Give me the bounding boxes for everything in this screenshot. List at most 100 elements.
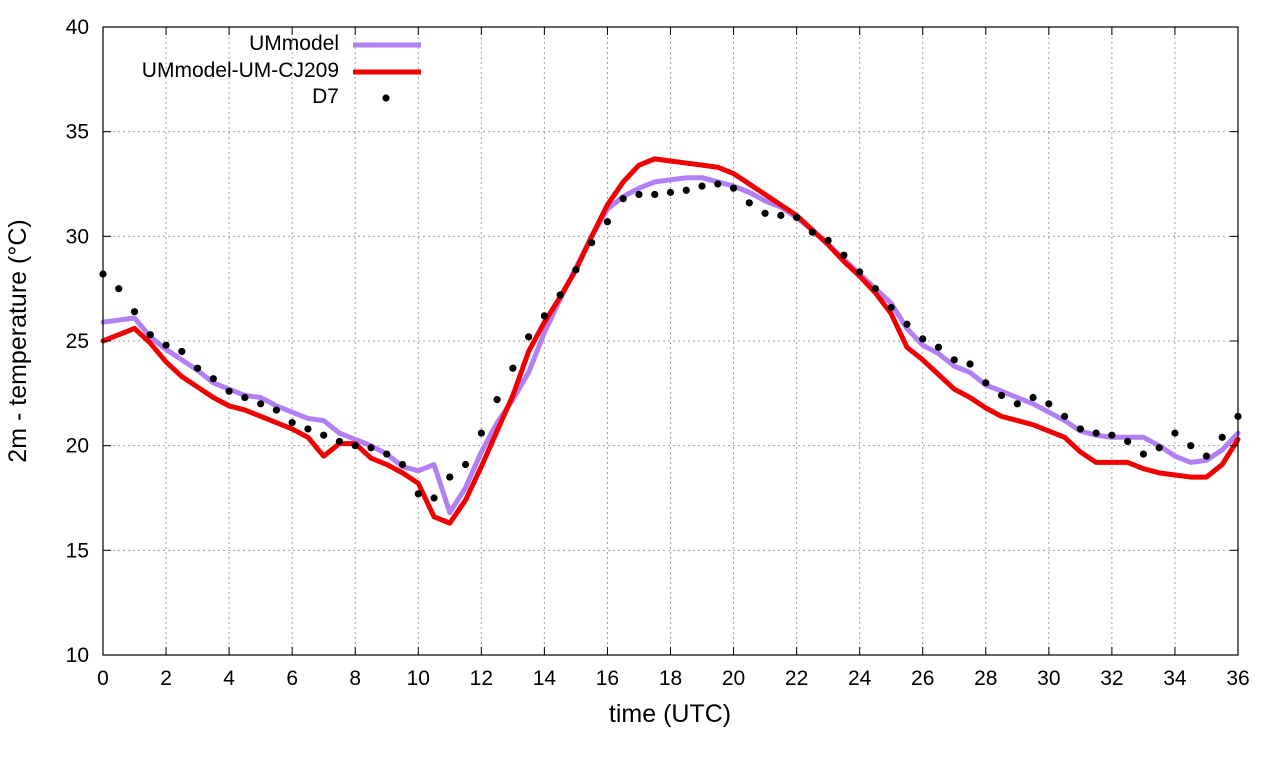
x-tick-label: 14 — [533, 667, 557, 690]
data-point-d7 — [477, 429, 485, 437]
data-point-d7 — [1029, 393, 1037, 402]
x-tick-label: 12 — [470, 667, 493, 690]
data-point-d7 — [1108, 431, 1116, 439]
data-point-d7 — [162, 341, 170, 349]
data-point-d7 — [777, 211, 785, 219]
data-point-d7 — [919, 335, 927, 343]
series-line-ummodel-um-cj209 — [100, 156, 1241, 526]
data-point-d7 — [115, 285, 123, 293]
x-axis-title: time (UTC) — [609, 700, 731, 728]
data-point-d7 — [934, 343, 943, 351]
data-point-d7 — [714, 180, 722, 188]
y-tick-label: 20 — [66, 435, 89, 458]
y-tick-label: 35 — [66, 121, 89, 144]
data-point-d7 — [509, 364, 517, 372]
y-tick-label: 25 — [66, 330, 89, 353]
data-point-d7 — [383, 450, 391, 458]
data-point-d7 — [1013, 400, 1021, 408]
data-point-d7 — [887, 303, 895, 312]
data-point-d7 — [808, 228, 816, 236]
data-point-d7 — [1060, 412, 1069, 420]
data-point-d7 — [997, 391, 1006, 400]
data-point-d7 — [903, 320, 911, 328]
x-tick-label: 4 — [223, 667, 235, 690]
legend-label-ummodel: UMmodel — [249, 32, 339, 55]
data-point-d7 — [540, 312, 548, 320]
legend-label-d7: D7 — [312, 85, 339, 108]
data-point-d7 — [146, 331, 154, 339]
data-point-d7 — [1171, 429, 1179, 437]
x-tick-label: 6 — [286, 667, 298, 690]
data-point-d7 — [729, 184, 738, 192]
data-point-d7 — [745, 199, 753, 207]
data-point-d7 — [241, 393, 249, 402]
legend: UMmodel UMmodel-UM-CJ209 D7 — [142, 32, 421, 108]
x-tick-label: 8 — [349, 667, 361, 690]
data-point-d7 — [1187, 442, 1195, 450]
data-point-d7 — [982, 379, 990, 387]
data-point-d7 — [698, 182, 706, 190]
legend-label-ummodel-um-cj209: UMmodel-UM-CJ209 — [142, 59, 339, 82]
data-point-d7 — [761, 209, 769, 217]
data-point-d7 — [1092, 429, 1100, 437]
data-point-d7 — [193, 364, 202, 372]
y-tick-label: 30 — [66, 225, 89, 248]
data-point-d7 — [461, 460, 470, 469]
data-point-d7 — [966, 360, 974, 368]
axis-ticks: 0 2 4 6 8 10 12 14 16 18 20 22 24 26 28 30 32 34 361015202… — [66, 16, 1250, 690]
x-tick-label: 20 — [722, 667, 745, 690]
data-point-d7 — [840, 251, 848, 259]
data-point-d7 — [635, 190, 643, 199]
data-point-d7 — [588, 239, 596, 247]
data-point-d7 — [257, 400, 265, 408]
data-point-d7 — [367, 444, 375, 452]
x-tick-label: 26 — [911, 667, 934, 690]
data-point-d7 — [209, 375, 217, 383]
y-tick-label: 40 — [66, 16, 89, 39]
data-point-d7 — [525, 333, 533, 341]
data-point-d7 — [493, 396, 501, 404]
data-point-d7 — [304, 425, 312, 433]
data-point-d7 — [556, 291, 564, 299]
data-point-d7 — [430, 494, 438, 502]
data-point-d7 — [682, 186, 690, 194]
data-point-d7 — [1218, 433, 1226, 441]
x-tick-label: 28 — [974, 667, 997, 690]
data-point-d7 — [335, 437, 344, 446]
series-line-ummodel — [100, 175, 1241, 516]
y-tick-label: 15 — [66, 539, 89, 562]
data-point-d7 — [446, 473, 454, 481]
data-point-d7 — [619, 195, 627, 203]
x-tick-label: 34 — [1163, 667, 1187, 690]
x-tick-label: 22 — [785, 667, 808, 690]
data-point-d7 — [351, 442, 359, 450]
data-point-d7 — [572, 266, 580, 274]
legend-swatch-d7 — [382, 94, 390, 102]
data-point-d7 — [824, 236, 832, 245]
x-tick-label: 0 — [97, 667, 109, 690]
data-point-d7 — [272, 406, 281, 414]
data-point-d7 — [603, 218, 612, 226]
x-tick-label: 24 — [848, 667, 872, 690]
data-point-d7 — [288, 419, 296, 427]
data-point-d7 — [856, 268, 864, 276]
x-tick-label: 36 — [1226, 667, 1249, 690]
y-axis-title: 2m - temperature (°C) — [4, 219, 32, 462]
x-tick-label: 2 — [160, 667, 172, 690]
y-tick-label: 10 — [66, 644, 89, 667]
x-tick-label: 16 — [596, 667, 619, 690]
data-point-d7 — [178, 347, 186, 356]
data-point-d7 — [871, 285, 880, 293]
x-tick-label: 18 — [659, 667, 682, 690]
x-tick-label: 32 — [1100, 667, 1123, 690]
data-point-d7 — [950, 356, 958, 364]
data-point-d7 — [1202, 452, 1211, 460]
x-tick-label: 30 — [1037, 667, 1060, 690]
data-point-d7 — [651, 190, 659, 199]
data-point-d7 — [130, 308, 139, 316]
plot-series — [99, 156, 1242, 526]
data-point-d7 — [666, 188, 675, 196]
data-point-d7 — [1045, 400, 1053, 408]
data-point-d7 — [320, 431, 328, 439]
